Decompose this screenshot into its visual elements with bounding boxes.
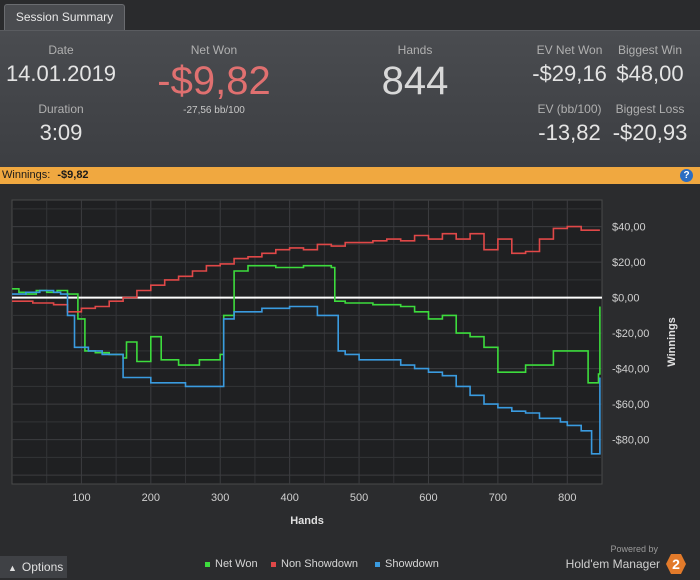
- biggest-win-value: $48,00: [616, 61, 684, 86]
- y-tick-label: -$20,00: [612, 328, 649, 340]
- summary-panel: Date 14.01.2019 Duration 3:09 Net Won -$…: [0, 30, 700, 168]
- winnings-bar: Winnings: -$9,82 ?: [0, 167, 700, 184]
- help-icon[interactable]: ?: [680, 169, 693, 182]
- net-won-bb: -27,56 bb/100: [183, 105, 245, 116]
- non-showdown-swatch: [271, 561, 276, 567]
- biggest-loss-value: -$20,93: [612, 120, 688, 145]
- y-tick-label: $40,00: [612, 222, 646, 234]
- net-won-label: Net Won: [190, 43, 238, 57]
- biggest-win-label: Biggest Win: [617, 43, 683, 57]
- legend-showdown: Showdown: [375, 558, 439, 570]
- options-button[interactable]: ▲ Options: [0, 556, 67, 578]
- y-tick-label: $20,00: [612, 257, 646, 269]
- brand-logo: Powered by Hold'em Manager 2: [566, 544, 686, 574]
- ev-bb-label: EV (bb/100): [537, 102, 602, 116]
- date-label: Date: [48, 43, 74, 57]
- x-tick-label: 300: [211, 492, 229, 504]
- x-tick-label: 200: [142, 492, 160, 504]
- duration-stat: Duration 3:09: [0, 102, 122, 146]
- biggest-loss-label: Biggest Loss: [615, 102, 685, 116]
- chart-series: [12, 225, 601, 455]
- ev-net-won-label: EV Net Won: [536, 43, 603, 57]
- y-tick-label: -$60,00: [612, 399, 649, 411]
- series-line-non-showdown: [12, 225, 600, 313]
- winnings-chart-area: 100 200 300 400 500 600 700 800 -$80,00 -$60,00-…: [0, 184, 700, 554]
- ev-bb-value: -13,82: [538, 120, 601, 145]
- brand-name: Hold'em Manager: [565, 557, 660, 571]
- options-label: Options: [21, 560, 64, 574]
- x-tick-label: 600: [419, 492, 437, 504]
- chart-grid: [12, 200, 602, 484]
- x-tick-label: 700: [489, 492, 507, 504]
- powered-by-text: Powered by: [610, 544, 658, 554]
- chevron-up-icon: ▲: [8, 563, 17, 573]
- x-axis-label: Hands: [290, 515, 324, 527]
- hands-value: 844: [381, 59, 449, 103]
- net-won-swatch: [205, 561, 210, 567]
- winnings-chart: 100 200 300 400 500 600 700 800 -$80,00-$60,00-…: [11, 199, 678, 527]
- hm2-badge-icon: 2: [666, 554, 686, 574]
- net-won-stat: Net Won -$9,82 -27,56 bb/100: [134, 43, 294, 116]
- y-tick-label: -$40,00: [612, 364, 649, 376]
- ev-bb-stat: EV (bb/100) -13,82: [527, 102, 612, 146]
- biggest-win-stat: Biggest Win $48,00: [610, 43, 690, 87]
- tab-session-summary[interactable]: Session Summary: [4, 4, 125, 31]
- winnings-bar-value: -$9,82: [57, 169, 89, 181]
- series-line-net-won: [12, 264, 601, 384]
- date-value: 14.01.2019: [5, 61, 117, 86]
- biggest-loss-stat: Biggest Loss -$20,93: [610, 102, 690, 146]
- x-tick-label: 100: [72, 492, 90, 504]
- y-tick-label: $0,00: [612, 293, 640, 305]
- tab-bar: Session Summary: [0, 0, 700, 31]
- duration-label: Duration: [38, 102, 84, 116]
- showdown-swatch: [375, 561, 380, 567]
- footer-bar: ▲ Options Net Won Non Showdown Showdown P…: [0, 544, 700, 580]
- x-tick-label: 500: [350, 492, 368, 504]
- legend-net-won: Net Won: [205, 558, 258, 570]
- net-won-value: -$9,82: [157, 59, 271, 103]
- legend-showdown-label: Showdown: [385, 558, 439, 570]
- hands-stat: Hands 844: [345, 43, 485, 103]
- winnings-bar-label: Winnings:: [2, 169, 51, 181]
- y-tick-label: -$80,00: [612, 435, 649, 447]
- legend-non-showdown: Non Showdown: [271, 558, 358, 570]
- legend-non-showdown-label: Non Showdown: [281, 558, 359, 570]
- date-stat: Date 14.01.2019: [0, 43, 122, 87]
- duration-value: 3:09: [39, 120, 83, 145]
- y-axis-label: Winnings: [666, 317, 678, 366]
- ev-net-won-stat: EV Net Won -$29,16: [527, 43, 612, 87]
- hands-label: Hands: [397, 43, 433, 57]
- x-tick-label: 800: [558, 492, 576, 504]
- x-tick-label: 400: [280, 492, 298, 504]
- series-line-showdown: [12, 289, 601, 455]
- legend-net-won-label: Net Won: [215, 558, 258, 570]
- ev-net-won-value: -$29,16: [532, 61, 607, 86]
- plot-area: [11, 199, 603, 485]
- y-tick-labels: -$80,00 -$60,00 -$40,00 -$20,00 $0,00 $20,00 $…: [612, 222, 649, 447]
- x-tick-labels: 100 200 300 400 500 600 700 800: [72, 492, 576, 504]
